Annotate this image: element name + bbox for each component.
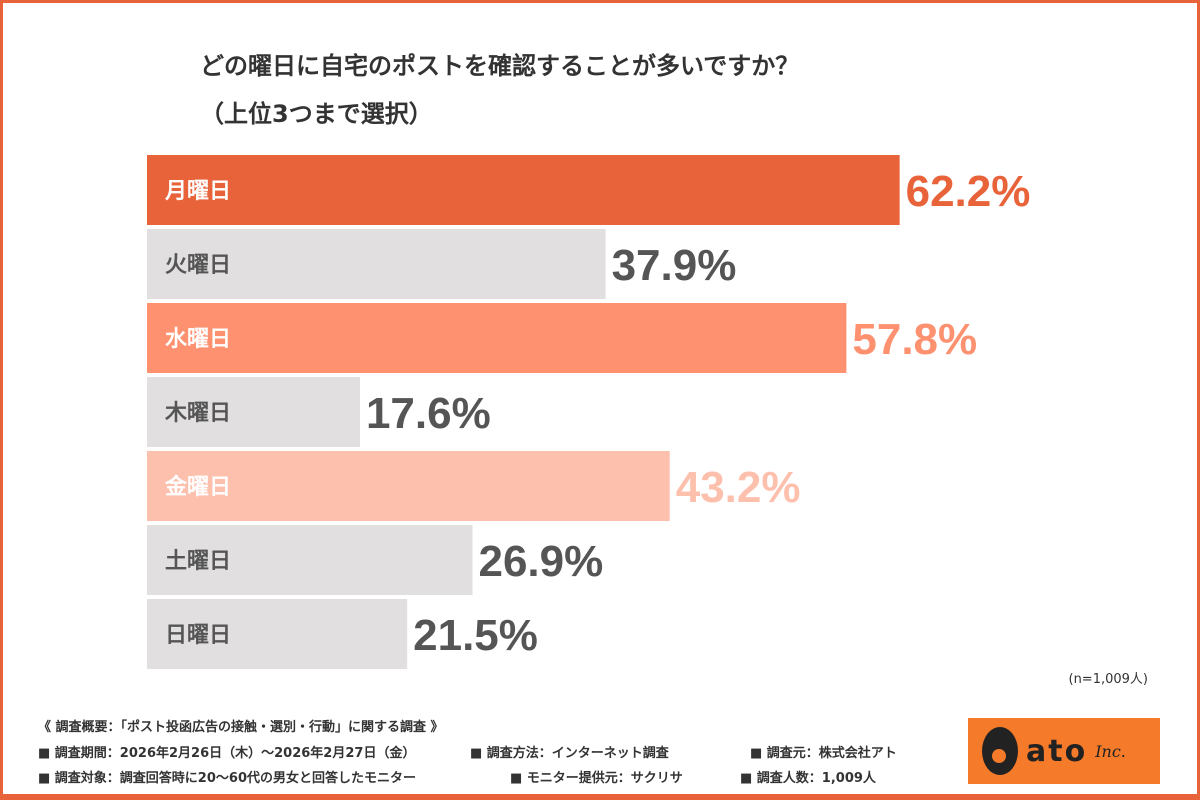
logo-inc: Inc. — [1095, 741, 1126, 761]
title-line-2: （上位3つまで選択） — [200, 100, 433, 128]
footer-provider: ■ モニター提供元：サクリサ — [510, 771, 683, 786]
value-label: 26.9% — [478, 537, 603, 586]
category-label: 木曜日 — [164, 401, 231, 426]
category-label: 日曜日 — [165, 623, 231, 648]
footer-target: ■ 調査対象：調査回答時に20～60代の男女と回答したモニター — [38, 771, 416, 786]
value-label: 37.9% — [612, 241, 737, 290]
bar — [147, 451, 670, 521]
value-label: 17.6% — [366, 389, 491, 438]
value-label: 62.2% — [906, 167, 1031, 216]
value-label: 21.5% — [413, 611, 538, 660]
category-label: 月曜日 — [164, 179, 231, 204]
bar — [147, 599, 408, 669]
logo-text: ato — [1026, 733, 1088, 769]
company-logo: ato Inc. — [968, 718, 1160, 784]
footer-period: ■ 調査期間：2026年2月26日（木）～2026年2月27日（金） — [38, 746, 416, 761]
footer-source: ■ 調査元：株式会社アト — [750, 746, 897, 761]
title-line-1: どの曜日に自宅のポストを確認することが多いですか？ — [200, 52, 800, 80]
chart-title: どの曜日に自宅のポストを確認することが多いですか？ （上位3つまで選択） — [200, 42, 799, 138]
footer-summary: 《 調査概要：「ポスト投函広告の接触・選別・行動」に関する調査 》 — [38, 720, 444, 735]
bar — [147, 229, 606, 299]
footer-method: ■ 調査方法：インターネット調査 — [470, 746, 669, 761]
bar — [147, 155, 900, 225]
category-label: 火曜日 — [165, 253, 231, 278]
sample-size-note: (n=1,009人) — [1068, 672, 1149, 687]
value-label: 57.8% — [852, 315, 977, 364]
category-label: 土曜日 — [165, 549, 231, 574]
bar — [147, 303, 847, 373]
bar — [147, 377, 360, 447]
category-label: 水曜日 — [165, 327, 231, 352]
category-label: 金曜日 — [164, 474, 231, 500]
logo-mark-icon — [982, 727, 1018, 775]
bar — [147, 525, 473, 595]
footer-count: ■ 調査人数：1,009人 — [740, 771, 876, 786]
value-label: 43.2% — [676, 463, 801, 512]
bar-chart: 月曜日 62.2% 火曜日 37.9% 水曜日 57.8% 木曜日 17.6% 金曜日 43.2%… — [147, 155, 1031, 669]
